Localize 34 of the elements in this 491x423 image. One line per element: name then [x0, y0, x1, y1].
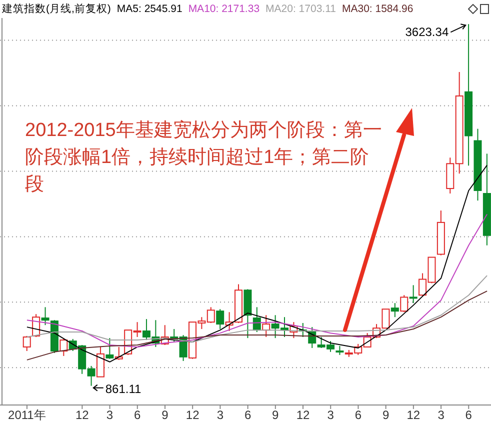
- text: MA20: 1703.11: [266, 3, 336, 15]
- x-tick-label: 3: [106, 408, 114, 422]
- text: MA30: 1584.96: [342, 3, 414, 15]
- candlestick: [216, 308, 224, 330]
- candlestick: [106, 338, 114, 360]
- x-tick-label: 6: [354, 408, 362, 422]
- candlestick: [60, 338, 68, 356]
- x-tick-label: 9: [272, 408, 280, 422]
- candlestick: [409, 284, 418, 304]
- x-tick-label: 3: [327, 408, 334, 422]
- x-tick-label: 9: [162, 408, 169, 422]
- candlestick: [336, 345, 344, 356]
- candlestick: [96, 346, 104, 378]
- chart-title: 建筑指数(月线,前复权): [2, 2, 111, 16]
- annotation: 861.11: [105, 382, 142, 396]
- x-tick-label: 2011年: [8, 408, 46, 422]
- text: MA10: 2171.33: [188, 3, 260, 15]
- annotation: 2012-2015年基建宽松分为两个阶段：第一阶段涨幅1倍，持续时间超过1年；第二阶段: [25, 119, 383, 197]
- x-tick-label: 3: [216, 408, 224, 422]
- candlestick: [22, 335, 31, 352]
- candlestick: [400, 294, 408, 313]
- x-tick-label: 12: [75, 408, 90, 422]
- x-tick-label: 12: [296, 408, 310, 422]
- x-tick-label: 12: [186, 408, 200, 422]
- candlestick: [390, 302, 399, 318]
- x-tick-label: 9: [382, 408, 390, 422]
- x-tick-label: 6: [244, 408, 252, 422]
- x-tick-label: 6: [134, 408, 142, 422]
- text: MA5: 2545.91: [116, 3, 182, 15]
- candlestick: [41, 306, 50, 326]
- x-tick-label: 12: [406, 408, 420, 422]
- annotation: 3623.34: [405, 25, 449, 40]
- x-tick-label: 3: [438, 408, 445, 422]
- x-tick-label: 6: [465, 408, 472, 422]
